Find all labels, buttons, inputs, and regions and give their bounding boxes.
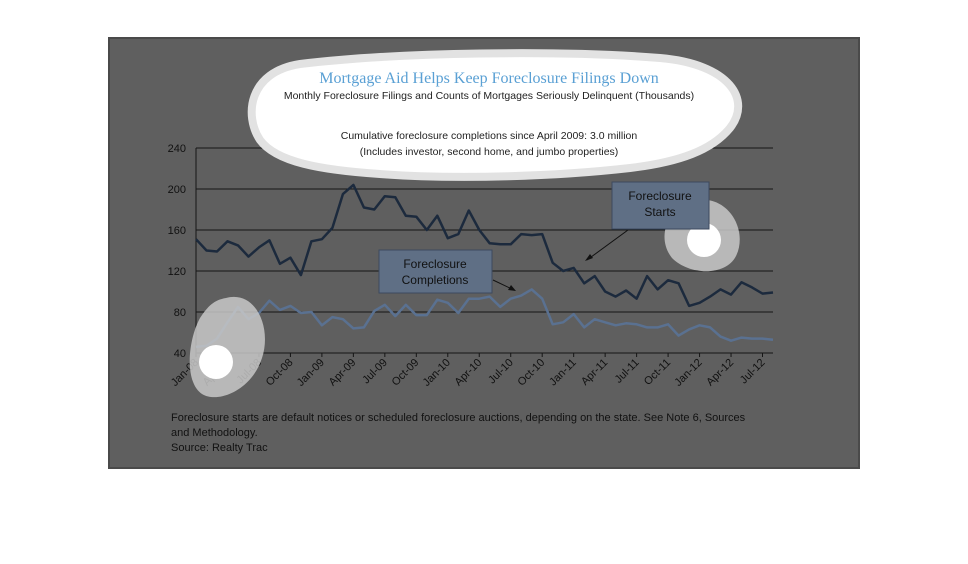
x-tick-label: Apr-10: [453, 357, 485, 389]
footnote: Foreclosure starts are default notices o…: [171, 411, 791, 456]
chart-subtitle: Monthly Foreclosure Filings and Counts o…: [284, 90, 694, 102]
callout-completions-box: [378, 249, 493, 294]
x-tick-label: Jan-09: [295, 357, 327, 389]
footnote-line-1: Foreclosure starts are default notices o…: [171, 412, 746, 424]
x-tick-label: Jul-12: [738, 357, 768, 387]
y-tick-label: 80: [174, 307, 186, 319]
y-tick-labels: 40 80 120 160 200 240: [168, 143, 186, 360]
callout-completions-line2: Completions: [402, 273, 469, 287]
x-tick-label: Jul-10: [486, 357, 516, 387]
callout-starts-line2: Starts: [644, 205, 675, 219]
annotation-line-1: Cumulative foreclosure completions since…: [341, 130, 638, 142]
series-line-starts: [195, 183, 774, 308]
callout-starts-arrow: [586, 229, 629, 261]
x-tick-label: Apr-09: [327, 357, 359, 389]
x-tick-label: Jan-12: [672, 357, 704, 389]
x-tick-label: Jul-11: [613, 357, 642, 386]
callout-starts-arrowhead: [585, 254, 593, 261]
y-tick-label: 160: [168, 225, 186, 237]
highlight-spot-completions: [199, 345, 233, 379]
highlight-spot-starts: [687, 223, 721, 257]
x-tick-label: Apr-11: [579, 357, 610, 388]
x-tick-label: Jan-10: [421, 357, 453, 389]
footnote-source: Source: Realty Trac: [171, 442, 268, 454]
y-tick-label: 120: [168, 266, 186, 278]
x-tick-label: Oct-09: [390, 357, 422, 389]
annotation-line-2: (Includes investor, second home, and jum…: [360, 146, 619, 158]
callout-completions-line1: Foreclosure: [403, 257, 467, 271]
x-tick-label: Oct-11: [642, 357, 673, 388]
title-cloud: [247, 49, 743, 181]
series-line-completions: [195, 288, 774, 349]
footnote-line-2: and Methodology.: [171, 427, 258, 439]
callout-completions-arrowhead: [508, 285, 516, 291]
x-tick-label: Oct-08: [264, 357, 296, 389]
y-tick-label: 40: [174, 348, 186, 360]
x-tick-label: Oct-10: [515, 357, 547, 389]
x-tick-label: Jan-11: [547, 357, 579, 389]
y-tick-label: 240: [168, 143, 186, 155]
x-tick-label: Jul-09: [360, 357, 390, 387]
series-group: [195, 183, 774, 349]
callout-starts-line1: Foreclosure: [628, 189, 692, 203]
x-tick-label: Apr-12: [704, 357, 736, 389]
callout-starts-box: [611, 181, 710, 230]
chart-title: Mortgage Aid Helps Keep Foreclosure Fili…: [319, 70, 659, 87]
y-tick-label: 200: [168, 184, 186, 196]
